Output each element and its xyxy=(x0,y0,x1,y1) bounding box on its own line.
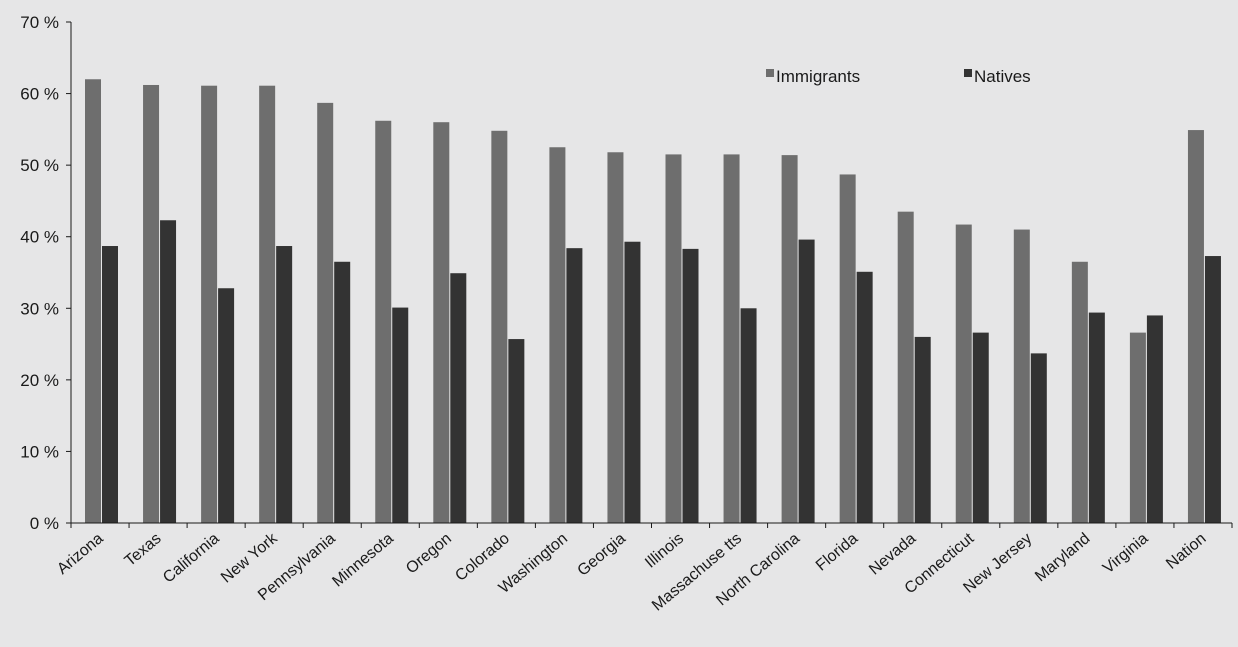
y-tick-label: 60 % xyxy=(20,85,59,104)
x-tick-label: Nation xyxy=(1163,530,1209,573)
x-tick-label: Maryland xyxy=(1032,530,1093,585)
legend-label-natives: Natives xyxy=(974,67,1031,86)
x-tick-label: Texas xyxy=(122,530,165,570)
x-tick-label: Nevada xyxy=(866,530,919,579)
bar-immigrants-georgia xyxy=(607,152,624,523)
bar-immigrants-arizona xyxy=(85,79,101,523)
bar-natives-connecticut xyxy=(972,332,989,523)
y-tick-label: 30 % xyxy=(20,299,59,318)
bar-immigrants-new-york xyxy=(259,85,276,523)
x-tick-label: Georgia xyxy=(575,530,630,580)
x-tick-label: Oregon xyxy=(403,530,455,577)
bar-immigrants-colorado xyxy=(491,130,508,523)
bar-natives-new-jersey xyxy=(1030,353,1047,523)
bar-immigrants-washington xyxy=(549,147,566,523)
bar-natives-north-carolina xyxy=(798,239,815,523)
legend-swatch-immigrants xyxy=(766,69,774,77)
bar-natives-virginia xyxy=(1146,315,1163,523)
bar-immigrants-oregon xyxy=(433,122,450,523)
y-tick-label: 10 % xyxy=(20,442,59,461)
y-tick-label: 0 % xyxy=(30,514,59,533)
x-tick-label: California xyxy=(160,530,223,587)
bar-natives-georgia xyxy=(624,241,641,523)
bar-natives-oregon xyxy=(450,273,467,523)
bar-natives-arizona xyxy=(102,246,118,524)
y-tick-label: 20 % xyxy=(20,371,59,390)
bar-immigrants-california xyxy=(201,85,218,523)
bar-immigrants-illinois xyxy=(665,154,682,523)
bar-natives-nevada xyxy=(914,336,931,523)
x-tick-label: Minnesota xyxy=(329,530,397,591)
axes xyxy=(70,22,1232,524)
bar-immigrants-nation xyxy=(1187,130,1204,523)
bars-layer xyxy=(85,79,1221,524)
y-ticks: 0 % 10 % 20 % 30 % 40 % 50 % 60 % 70 % xyxy=(20,13,71,533)
bar-immigrants-maryland xyxy=(1071,261,1088,523)
bar-immigrants-nevada xyxy=(897,211,914,523)
bar-immigrants-north-carolina xyxy=(781,155,798,523)
bar-natives-colorado xyxy=(508,339,525,523)
legend-swatch-natives xyxy=(964,69,972,77)
bar-natives-nation xyxy=(1204,256,1221,523)
x-tick-label: Arizona xyxy=(54,530,107,578)
bar-natives-illinois xyxy=(682,248,699,524)
bar-natives-california xyxy=(218,288,235,523)
legend: Immigrants Natives xyxy=(766,67,1031,86)
bar-immigrants-pennsylvania xyxy=(317,102,334,523)
bar-natives-florida xyxy=(856,271,873,523)
bar-natives-washington xyxy=(566,248,583,523)
bar-immigrants-minnesota xyxy=(375,120,392,524)
bar-immigrants-virginia xyxy=(1129,332,1146,523)
y-tick-label: 70 % xyxy=(20,13,59,32)
legend-label-immigrants: Immigrants xyxy=(776,67,860,86)
x-tick-label: Illinois xyxy=(642,530,687,572)
bar-natives-new-york xyxy=(276,246,293,524)
bar-natives-massachuse-tts xyxy=(740,308,757,523)
bar-immigrants-texas xyxy=(143,84,160,524)
bar-immigrants-new-jersey xyxy=(1013,229,1030,524)
x-tick-label: Florida xyxy=(813,530,861,575)
bar-natives-maryland xyxy=(1088,312,1105,523)
bar-natives-texas xyxy=(160,220,177,523)
x-tick-label: Virginia xyxy=(1100,530,1152,577)
y-tick-label: 50 % xyxy=(20,156,59,175)
bar-natives-minnesota xyxy=(392,307,409,523)
bar-immigrants-massachuse-tts xyxy=(723,154,740,523)
bar-immigrants-connecticut xyxy=(955,224,972,523)
bar-natives-pennsylvania xyxy=(334,261,351,523)
bar-immigrants-florida xyxy=(839,174,856,523)
y-tick-label: 40 % xyxy=(20,228,59,247)
